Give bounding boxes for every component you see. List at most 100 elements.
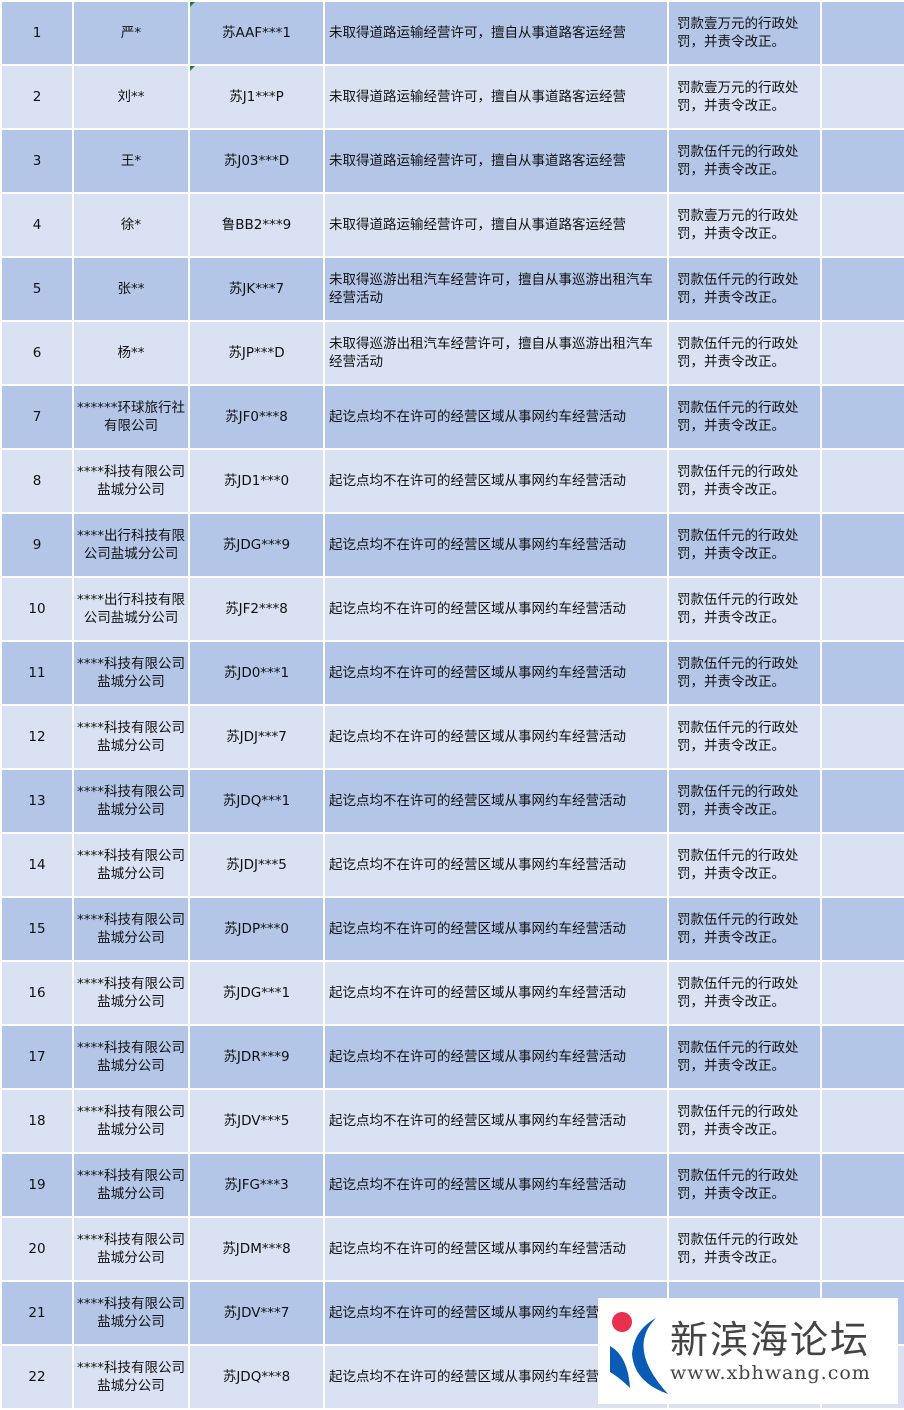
party-name-value: ****科技有限公司盐城分公司: [77, 1040, 185, 1074]
violation-text: 起讫点均不在许可的经营区域从事网约车经营活动: [323, 640, 669, 706]
plate-number-value: 苏JDG***9: [222, 537, 291, 553]
comment-marker-icon: [190, 66, 195, 71]
empty-cell: [820, 832, 904, 898]
watermark-logo: 新滨海论坛 www.xbhwang.com: [598, 1298, 898, 1404]
table-row: 18 ****科技有限公司盐城分公司 苏JDV***5 起讫点均不在许可的经营区域从事…: [0, 1088, 904, 1154]
penalty-text: 罚款伍仟元的行政处罚，并责令改正。: [667, 960, 822, 1026]
penalty-text: 罚款伍仟元的行政处罚，并责令改正。: [667, 128, 822, 194]
plate-number-value: 苏J1***P: [229, 89, 284, 105]
violation-text-value: 未取得道路运输经营许可，擅自从事道路客运经营: [329, 217, 626, 233]
violation-text: 起讫点均不在许可的经营区域从事网约车经营活动: [323, 448, 669, 514]
violation-text-value: 起讫点均不在许可的经营区域从事网约车经营活动: [329, 793, 626, 809]
table-row: 6 杨** 苏JP***D 未取得巡游出租汽车经营许可，擅自从事巡游出租汽车经营活动罚…: [0, 320, 904, 386]
violation-text: 起讫点均不在许可的经营区域从事网约车经营活动: [323, 1280, 669, 1346]
table-row: 1 严* 苏AAF***1 未取得道路运输经营许可，擅自从事道路客运经营 罚款壹万元的行…: [0, 0, 904, 66]
party-name-value: 严*: [120, 25, 142, 41]
penalty-text-value: 罚款伍仟元的行政处罚，并责令改正。: [677, 1232, 799, 1266]
row-number: 10: [0, 576, 74, 642]
row-number: 17: [0, 1024, 74, 1090]
row-number: 15: [0, 896, 74, 962]
row-number: 8: [0, 448, 74, 514]
penalty-text: 罚款伍仟元的行政处罚，并责令改正。: [667, 896, 822, 962]
penalty-text: 罚款伍仟元的行政处罚，并责令改正。: [667, 1152, 822, 1218]
party-name-value: ******环球旅行社有限公司: [77, 400, 185, 434]
empty-cell: [820, 512, 904, 578]
violation-text: 未取得道路运输经营许可，擅自从事道路客运经营: [323, 192, 669, 258]
comment-marker-icon: [190, 2, 195, 7]
penalty-text-value: 罚款伍仟元的行政处罚，并责令改正。: [677, 976, 799, 1010]
row-number: 11: [0, 640, 74, 706]
plate-number-value: 苏JDQ***1: [222, 793, 291, 809]
row-number: 20: [0, 1216, 74, 1282]
row-number-value: 5: [32, 281, 42, 297]
plate-number: 苏JDG***9: [188, 512, 325, 578]
violation-text: 起讫点均不在许可的经营区域从事网约车经营活动: [323, 960, 669, 1026]
penalty-text: 罚款伍仟元的行政处罚，并责令改正。: [667, 448, 822, 514]
party-name: ****科技有限公司盐城分公司: [72, 1152, 190, 1218]
table-row: 16 ****科技有限公司盐城分公司 苏JDG***1 起讫点均不在许可的经营区域从事…: [0, 960, 904, 1026]
violation-text-value: 未取得道路运输经营许可，擅自从事道路客运经营: [329, 89, 626, 105]
plate-number: 苏JD0***1: [188, 640, 325, 706]
plate-number-value: 苏JD1***0: [223, 473, 290, 489]
violation-text: 未取得道路运输经营许可，擅自从事道路客运经营: [323, 64, 669, 130]
penalty-text-value: 罚款伍仟元的行政处罚，并责令改正。: [677, 528, 799, 562]
plate-number-value: 苏JF2***8: [225, 601, 288, 617]
watermark-name: 新滨海论坛: [670, 1318, 871, 1362]
table-row: 7 ******环球旅行社有限公司 苏JF0***8 起讫点均不在许可的经营区域从事网…: [0, 384, 904, 450]
violation-text-value: 起讫点均不在许可的经营区域从事网约车经营活动: [329, 1177, 626, 1193]
party-name: ****出行科技有限公司盐城分公司: [72, 512, 190, 578]
row-number: 3: [0, 128, 74, 194]
party-name-value: 王*: [120, 153, 142, 169]
penalty-text: 罚款伍仟元的行政处罚，并责令改正。: [667, 1216, 822, 1282]
violation-text: 起讫点均不在许可的经营区域从事网约车经营活动: [323, 1152, 669, 1218]
violation-text-value: 未取得巡游出租汽车经营许可，擅自从事巡游出租汽车经营活动: [329, 336, 653, 370]
row-number: 22: [0, 1344, 74, 1410]
table-row: 20 ****科技有限公司盐城分公司 苏JDM***8 起讫点均不在许可的经营区域从事…: [0, 1216, 904, 1282]
violation-text: 起讫点均不在许可的经营区域从事网约车经营活动: [323, 512, 669, 578]
penalty-text-value: 罚款伍仟元的行政处罚，并责令改正。: [677, 848, 799, 882]
party-name-value: ****科技有限公司盐城分公司: [77, 912, 185, 946]
party-name: 王*: [72, 128, 190, 194]
plate-number: 苏JD1***0: [188, 448, 325, 514]
row-number-value: 2: [32, 89, 42, 105]
penalty-text-value: 罚款伍仟元的行政处罚，并责令改正。: [677, 784, 799, 818]
empty-cell: [820, 896, 904, 962]
violation-text: 起讫点均不在许可的经营区域从事网约车经营活动: [323, 896, 669, 962]
plate-number-value: 苏AAF***1: [222, 25, 291, 41]
row-number-value: 11: [28, 665, 46, 681]
table-row: 13 ****科技有限公司盐城分公司 苏JDQ***1 起讫点均不在许可的经营区域从事…: [0, 768, 904, 834]
plate-number: 苏JDR***9: [188, 1024, 325, 1090]
plate-number-value: 苏JDM***8: [222, 1241, 291, 1257]
party-name: ****出行科技有限公司盐城分公司: [72, 576, 190, 642]
penalty-text-value: 罚款伍仟元的行政处罚，并责令改正。: [677, 144, 799, 178]
table-row: 4 徐* 鲁BB2***9 未取得道路运输经营许可，擅自从事道路客运经营 罚款壹万元的行…: [0, 192, 904, 258]
plate-number-value: 苏JDP***0: [224, 921, 289, 937]
penalty-text-value: 罚款伍仟元的行政处罚，并责令改正。: [677, 592, 799, 626]
plate-number-value: 苏J03***D: [223, 153, 290, 169]
row-number: 19: [0, 1152, 74, 1218]
empty-cell: [820, 128, 904, 194]
row-number-value: 9: [32, 537, 42, 553]
penalty-text: 罚款伍仟元的行政处罚，并责令改正。: [667, 704, 822, 770]
table-row: 3 王* 苏J03***D 未取得道路运输经营许可，擅自从事道路客运经营 罚款伍仟元的行…: [0, 128, 904, 194]
party-name-value: ****科技有限公司盐城分公司: [77, 1168, 185, 1202]
empty-cell: [820, 576, 904, 642]
empty-cell: [820, 768, 904, 834]
party-name: ****科技有限公司盐城分公司: [72, 1344, 190, 1410]
row-number-value: 7: [32, 409, 42, 425]
table-row: 2 刘** 苏J1***P 未取得道路运输经营许可，擅自从事道路客运经营 罚款壹万元的行…: [0, 64, 904, 130]
row-number-value: 13: [28, 793, 46, 809]
penalty-text: 罚款伍仟元的行政处罚，并责令改正。: [667, 832, 822, 898]
row-number-value: 16: [28, 985, 46, 1001]
party-name-value: ****科技有限公司盐城分公司: [77, 720, 185, 754]
violation-text: 起讫点均不在许可的经营区域从事网约车经营活动: [323, 1088, 669, 1154]
plate-number-value: 苏JDG***1: [222, 985, 291, 1001]
plate-number: 苏JDV***7: [188, 1280, 325, 1346]
plate-number: 苏JFG***3: [188, 1152, 325, 1218]
party-name: ****科技有限公司盐城分公司: [72, 960, 190, 1026]
violation-text: 未取得道路运输经营许可，擅自从事道路客运经营: [323, 128, 669, 194]
penalty-text: 罚款伍仟元的行政处罚，并责令改正。: [667, 640, 822, 706]
party-name-value: ****科技有限公司盐城分公司: [77, 976, 185, 1010]
penalty-text: 罚款伍仟元的行政处罚，并责令改正。: [667, 768, 822, 834]
party-name-value: ****出行科技有限公司盐城分公司: [77, 528, 185, 562]
